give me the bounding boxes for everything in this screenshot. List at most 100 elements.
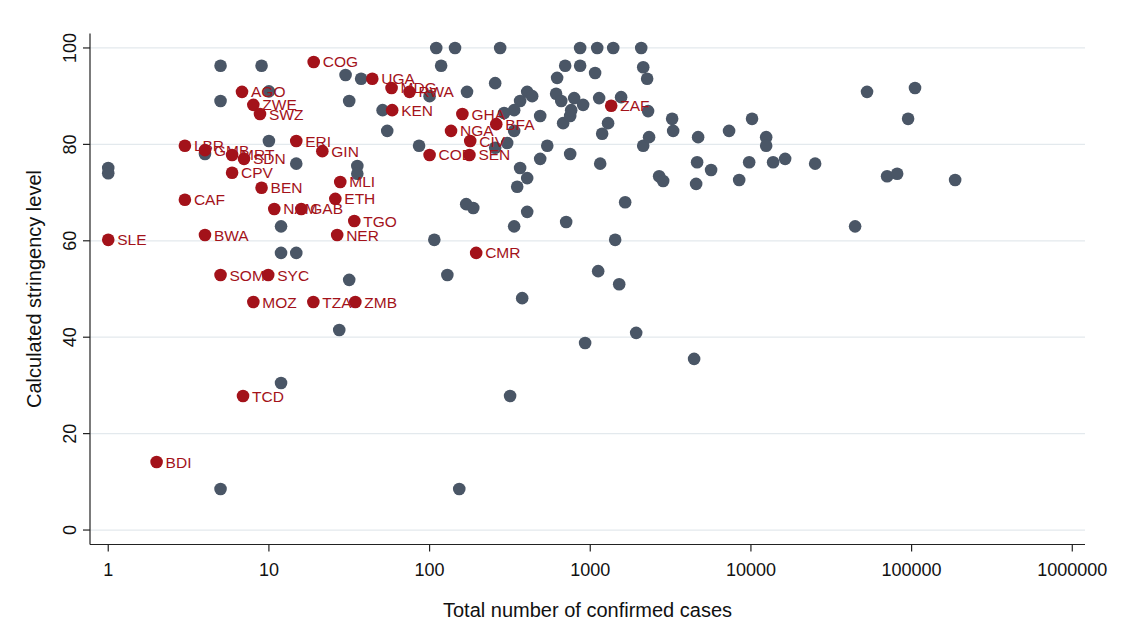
x-tick-label: 1 (103, 560, 113, 580)
y-axis-label: Calculated stringency level (23, 170, 45, 408)
y-tick (83, 240, 90, 241)
point (381, 125, 394, 138)
y-tick-label: 80 (60, 134, 80, 154)
point (441, 269, 454, 282)
point-label: ETH (344, 190, 375, 207)
x-tick (268, 545, 269, 552)
point (891, 167, 904, 180)
y-tick (83, 529, 90, 530)
point-label: BFA (505, 116, 535, 133)
point (551, 72, 564, 85)
point (635, 42, 648, 55)
point (334, 176, 347, 189)
point (290, 157, 303, 170)
point-label: MLI (349, 173, 375, 190)
point (902, 113, 915, 126)
point (534, 153, 547, 166)
point (643, 131, 656, 144)
point (526, 90, 539, 103)
point (602, 117, 615, 130)
x-tick-label: 10 (259, 560, 279, 580)
point (343, 95, 356, 108)
point (339, 69, 352, 82)
point (275, 220, 288, 233)
grid-line (90, 529, 1085, 530)
points (102, 42, 961, 496)
point (102, 234, 115, 247)
point (861, 86, 874, 99)
point (577, 99, 590, 112)
point (692, 131, 705, 144)
point-label: SYC (277, 267, 309, 284)
point-label: BEN (271, 179, 303, 196)
point-label: ZMB (364, 294, 397, 311)
point (494, 42, 507, 55)
point (579, 337, 592, 350)
point (657, 175, 670, 188)
point (275, 247, 288, 260)
point (592, 265, 605, 278)
point (456, 108, 469, 121)
point (667, 125, 680, 138)
x-tick (590, 545, 591, 552)
point (453, 483, 466, 496)
point (268, 203, 281, 216)
point (779, 153, 792, 166)
point (534, 110, 547, 123)
point (574, 59, 587, 72)
point (705, 164, 718, 177)
y-tick-label: 40 (60, 327, 80, 347)
x-tick-label: 100000 (882, 560, 942, 580)
point (559, 59, 572, 72)
point (226, 167, 239, 180)
x-axis (90, 544, 1085, 545)
point (214, 95, 227, 108)
point (366, 73, 379, 86)
point-label: CMR (485, 244, 520, 261)
point (461, 86, 474, 99)
point (179, 140, 192, 153)
point (247, 296, 260, 309)
point (470, 247, 483, 260)
point (445, 125, 458, 138)
point (596, 127, 609, 140)
point (767, 156, 780, 169)
point-label: COD (439, 146, 473, 163)
point (564, 148, 577, 161)
point (449, 42, 462, 55)
point (949, 174, 962, 187)
point (691, 156, 704, 169)
point-labels: COGUGAMDGRWAKENAGOZWESWZERIGINLBRGMBMRTS… (117, 53, 649, 470)
point (641, 73, 654, 86)
y-tick-label: 0 (60, 525, 80, 535)
x-tick-label: 1000 (570, 560, 610, 580)
point-label: SEN (478, 146, 510, 163)
point (609, 234, 622, 247)
point (541, 140, 554, 153)
point-label: BDI (166, 454, 192, 471)
y-tick (83, 433, 90, 434)
point (514, 162, 527, 175)
grid-line (90, 433, 1085, 434)
point (733, 174, 746, 187)
x-tick-label: 1000000 (1037, 560, 1107, 580)
point (214, 483, 227, 496)
point (516, 292, 529, 305)
point (560, 216, 573, 229)
point (255, 181, 268, 194)
point (290, 135, 303, 148)
point (619, 196, 632, 209)
point (331, 229, 344, 242)
point (760, 140, 773, 153)
point (607, 42, 620, 55)
x-tick (750, 545, 751, 552)
x-tick (1072, 545, 1073, 552)
point (565, 104, 578, 117)
point-label: SWZ (269, 106, 303, 123)
point (688, 353, 701, 366)
x-tick (429, 545, 430, 552)
point (809, 157, 822, 170)
point (102, 167, 115, 180)
point (849, 220, 862, 233)
x-tick-label: 100 (415, 560, 445, 580)
